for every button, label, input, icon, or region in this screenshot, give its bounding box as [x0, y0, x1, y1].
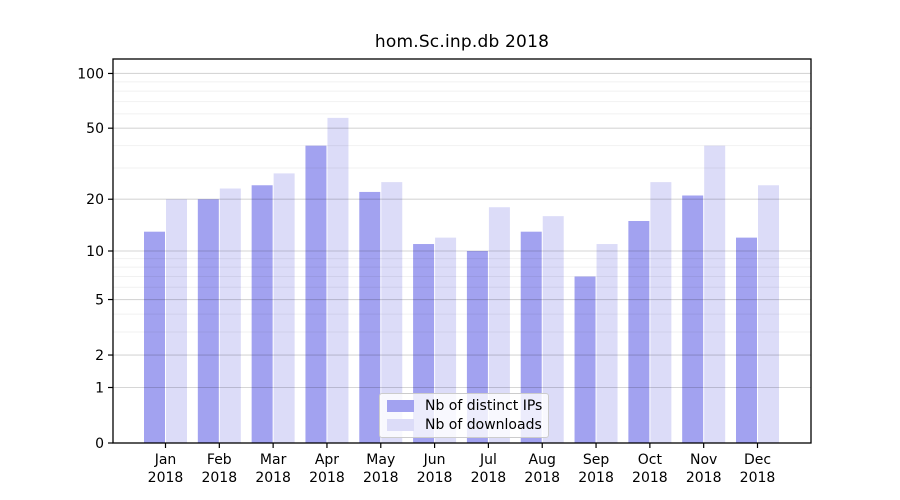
bar-oct-distinct-ips: [628, 220, 650, 443]
bar-feb-distinct-ips: [197, 199, 219, 443]
x-tick-label-jul: Jul 2018: [471, 452, 507, 486]
bar-jan-downloads: [166, 199, 187, 443]
bar-apr-downloads: [327, 117, 349, 443]
legend-label-distinct-ips: Nb of distinct IPs: [425, 398, 543, 414]
bar-aug-downloads: [542, 216, 564, 443]
bar-mar-downloads: [273, 173, 295, 443]
x-tick-label-jan: Jan 2018: [148, 452, 184, 486]
y-tick-label: 50: [86, 121, 104, 137]
bar-feb-downloads: [219, 188, 241, 443]
legend-label-downloads: Nb of downloads: [425, 417, 542, 433]
bar-nov-downloads: [704, 145, 726, 443]
y-tick-label: 0: [95, 436, 104, 452]
x-tick-label-apr: Apr 2018: [309, 452, 345, 486]
bar-apr-distinct-ips: [305, 145, 327, 443]
y-tick-label: 100: [77, 66, 104, 82]
bar-mar-distinct-ips: [251, 185, 273, 443]
bar-oct-downloads: [650, 182, 672, 444]
x-tick-label-mar: Mar 2018: [255, 452, 291, 486]
bar-nov-distinct-ips: [682, 195, 704, 443]
x-tick-label-jun: Jun 2018: [417, 452, 453, 486]
bar-sep-distinct-ips: [574, 276, 596, 443]
y-tick-label: 10: [86, 244, 104, 260]
x-tick-label-dec: Dec 2018: [740, 452, 776, 486]
x-tick-label-aug: Aug 2018: [524, 452, 560, 486]
bar-jun-downloads: [435, 237, 457, 443]
legend-swatch-downloads: [387, 419, 414, 431]
y-tick-label: 5: [95, 293, 104, 309]
bar-aug-distinct-ips: [520, 231, 542, 443]
bar-jul-downloads: [488, 207, 510, 443]
x-tick-label-feb: Feb 2018: [201, 452, 237, 486]
legend-item-downloads: Nb of downloads: [387, 418, 542, 432]
chart-title: hom.Sc.inp.db 2018: [374, 32, 550, 52]
bar-jan-distinct-ips: [144, 231, 165, 443]
y-tick-label: 20: [86, 192, 104, 208]
bar-sep-downloads: [596, 244, 618, 443]
legend-swatch-distinct-ips: [387, 400, 414, 412]
legend-item-distinct-ips: Nb of distinct IPs: [387, 399, 542, 413]
x-tick-label-nov: Nov 2018: [686, 452, 722, 486]
x-tick-label-may: May 2018: [363, 452, 399, 486]
bar-dec-downloads: [758, 185, 779, 443]
y-tick-label: 1: [95, 380, 104, 396]
bar-dec-distinct-ips: [736, 237, 757, 443]
y-tick-label: 2: [95, 348, 104, 364]
bar-may-distinct-ips: [359, 191, 381, 443]
bar-may-downloads: [381, 182, 403, 444]
x-tick-label-sep: Sep 2018: [578, 452, 614, 486]
legend: Nb of distinct IPs Nb of downloads: [379, 393, 549, 438]
x-tick-label-oct: Oct 2018: [632, 452, 668, 486]
